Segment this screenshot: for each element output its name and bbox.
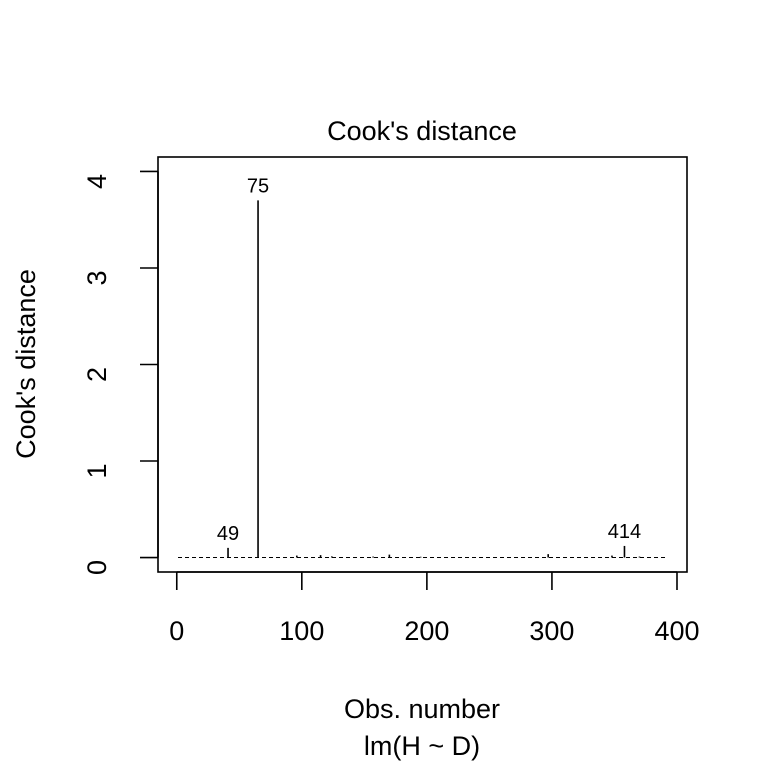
y-tick-label: 3: [82, 270, 112, 285]
data-marks: 49 75 414: [178, 175, 667, 559]
x-tick-label: 100: [279, 616, 324, 646]
x-axis-label: Obs. number: [344, 694, 500, 724]
point-label: 75: [247, 175, 269, 197]
y-tick-label: 4: [82, 174, 112, 189]
chart-title: Cook's distance: [327, 116, 517, 146]
point-label: 414: [608, 521, 641, 543]
y-axis: 0 1 2 3 4: [82, 170, 159, 575]
x-axis: 0 100 200 300 400: [169, 571, 700, 646]
x-tick-label: 200: [404, 616, 449, 646]
point-label: 49: [217, 523, 239, 545]
y-tick-label: 0: [82, 560, 112, 575]
y-tick-label: 2: [82, 367, 112, 382]
plot-frame: [157, 156, 688, 573]
y-axis-label: Cook's distance: [11, 269, 41, 459]
y-tick-label: 1: [82, 463, 112, 478]
x-tick-label: 400: [654, 616, 699, 646]
x-tick-label: 0: [169, 616, 184, 646]
x-tick-label: 300: [529, 616, 574, 646]
chart-subtitle: lm(H ~ D): [364, 731, 480, 761]
